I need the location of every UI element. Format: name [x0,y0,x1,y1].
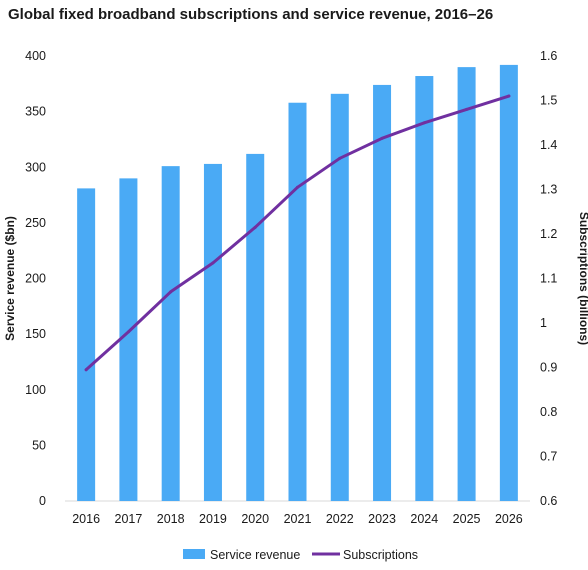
y2-tick-label: 0.6 [540,494,557,508]
y-tick-label: 300 [25,160,46,174]
y-tick-label: 350 [25,105,46,119]
y2-tick-label: 0.7 [540,450,557,464]
y2-tick-label: 1.4 [540,138,557,152]
x-tick-label: 2017 [115,512,143,526]
bar-service-revenue [161,166,180,501]
point-subscriptions [84,368,88,372]
point-subscriptions [338,156,342,160]
y-tick-label: 400 [25,49,46,63]
y-tick-label: 250 [25,216,46,230]
x-tick-label: 2022 [326,512,354,526]
point-subscriptions [422,121,426,125]
y2-tick-label: 1.5 [540,94,557,108]
point-subscriptions [507,94,511,98]
point-subscriptions [380,136,384,140]
x-tick-label: 2019 [199,512,227,526]
y2-tick-label: 0.9 [540,361,557,375]
y-tick-label: 0 [39,494,46,508]
x-tick-label: 2018 [157,512,185,526]
y-tick-label: 150 [25,327,46,341]
x-tick-label: 2025 [453,512,481,526]
y2-tick-label: 1.3 [540,183,557,197]
bar-service-revenue [330,93,349,501]
bar-service-revenue [415,76,434,502]
y-tick-label: 100 [25,383,46,397]
bar-service-revenue [499,64,518,502]
x-tick-label: 2020 [241,512,269,526]
point-subscriptions [169,290,173,294]
x-tick-label: 2026 [495,512,523,526]
point-subscriptions [211,261,215,265]
legend-label-service-revenue: Service revenue [210,548,300,562]
x-tick-label: 2024 [410,512,438,526]
x-tick-label: 2023 [368,512,396,526]
legend-swatch-service-revenue [183,549,205,559]
bar-service-revenue [373,84,392,502]
point-subscriptions [253,225,257,229]
y2-tick-label: 1 [540,316,547,330]
point-subscriptions [465,107,469,111]
point-subscriptions [126,330,130,334]
bar-service-revenue [119,178,138,501]
chart-title: Global fixed broadband subscriptions and… [8,6,494,23]
y2-tick-label: 1.6 [540,49,557,63]
x-tick-label: 2021 [284,512,312,526]
bar-service-revenue [246,153,265,501]
y2-tick-label: 1.2 [540,227,557,241]
point-subscriptions [296,185,299,189]
y-axis-title: Service revenue ($bn) [3,216,17,341]
y2-tick-label: 0.8 [540,405,557,419]
y2-tick-label: 1.1 [540,272,557,286]
y-tick-label: 200 [25,272,46,286]
bar-service-revenue [77,188,96,501]
x-tick-label: 2016 [72,512,100,526]
y-tick-label: 50 [32,438,46,452]
bar-service-revenue [457,67,476,501]
y2-axis-title: Subscriptions (billions) [577,212,588,345]
bar-service-revenue [288,102,307,501]
legend-label-subscriptions: Subscriptions [343,548,418,562]
bar-service-revenue [203,163,222,501]
